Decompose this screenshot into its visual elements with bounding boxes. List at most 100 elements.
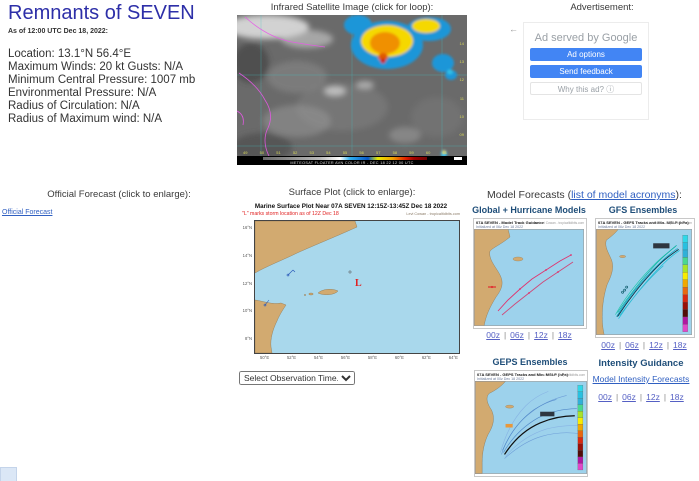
map-init-time: Initialized at 06z Dec 18 2022 <box>476 225 524 229</box>
map-credit: Levi Cowan - tropicaltidbits.com <box>647 221 692 225</box>
y-axis-label: 10°N <box>242 308 252 314</box>
surface-plot-image[interactable]: Marine Surface Plot Near 07A SEVEN 12:15… <box>240 202 462 369</box>
surface-plot-header: Surface Plot (click to enlarge): <box>288 187 416 198</box>
landmass <box>474 229 511 326</box>
surface-plot-note: "L" marks storm location as of 12Z Dec 1… <box>242 211 339 217</box>
time-link[interactable]: 18z <box>663 340 687 350</box>
island <box>505 404 514 409</box>
y-axis-label: 8°N <box>244 336 252 341</box>
intensity-guidance-section: Intensity Guidance Model Intensity Forec… <box>585 358 697 402</box>
gfs-map-time-links: 00z06z12z18z <box>595 340 693 350</box>
lon-label: 58 <box>392 150 398 155</box>
why-this-ad-label: Why this ad? <box>557 85 604 94</box>
time-link[interactable]: 12z <box>524 330 548 340</box>
geps-ensembles-heading: GEPS Ensembles <box>492 357 568 367</box>
intensity-time-links: 00z06z12z18z <box>585 392 697 402</box>
storm-detail-line: Minimum Central Pressure: 1007 mb <box>8 74 196 86</box>
island-socotra <box>317 289 339 295</box>
map-credit: Levi Cowan - tropicaltidbits.com <box>540 373 585 377</box>
send-feedback-button[interactable]: Send feedback <box>530 65 642 78</box>
global-hurricane-heading: Global + Hurricane Models <box>472 205 586 215</box>
official-forecast-section: Official Forecast (click to enlarge): Of… <box>0 189 238 216</box>
ad-options-button[interactable]: Ad options <box>530 48 642 61</box>
satellite-lat-labels: 14 13 12 11 10 09 <box>460 41 464 137</box>
time-link[interactable]: 18z <box>548 330 572 340</box>
geps-ensembles-map[interactable]: 07A SEVEN - GEPS Tracks and Min. MSLP (h… <box>474 370 588 477</box>
ad-collapse-arrow-icon[interactable]: ← <box>509 24 518 34</box>
landmass <box>255 221 358 353</box>
lon-label: 54 <box>326 150 331 155</box>
gfs-ensembles-heading: GFS Ensembles <box>608 205 678 215</box>
station-plots <box>263 269 296 307</box>
model-track-guidance-map[interactable]: 07A SEVEN - Model Track Guidance Initial… <box>473 218 587 329</box>
satellite-caption-bar: METEOSAT FLOATER AVN COLOR IR - DEC 18 2… <box>237 156 467 165</box>
surface-map-graphic <box>255 221 459 353</box>
x-axis-label: 58°E <box>367 355 378 360</box>
time-link[interactable]: 12z <box>639 340 663 350</box>
x-axis-label: 62°E <box>421 355 431 360</box>
lon-label: 49 <box>243 150 248 155</box>
gfs-ensembles-map[interactable]: 07A SEVEN - GEFS Tracks and Min. MSLP (h… <box>595 218 695 338</box>
map-init-time: Initialized at 06z Dec 18 2022 <box>598 225 646 229</box>
model-forecasts-section: Model Forecasts (list of model acronyms)… <box>470 189 699 350</box>
lon-label: 52 <box>292 150 298 155</box>
satellite-image[interactable]: 14 13 12 11 10 09 49 50 51 52 53 54 55 56 57 58 59 60 61 … <box>237 15 467 165</box>
ad-served-by: Ad served by Google <box>534 32 638 44</box>
official-forecast-header: Official Forecast (click to enlarge): <box>47 189 191 200</box>
intensity-guidance-heading: Intensity Guidance <box>598 358 684 369</box>
y-axis-label: 12°N <box>242 280 252 286</box>
lon-label: 57 <box>376 150 381 155</box>
storm-details: Location: 13.1°N 56.4°E Maximum Winds: 20… <box>8 48 236 126</box>
ad-container: ← Ad served by Google Ad options Send fe… <box>509 22 649 120</box>
x-axis-label: 64°E <box>448 355 458 360</box>
ship-observation <box>348 270 352 274</box>
surface-y-axis-labels: 16°N 14°N 12°N 10°N 8°N <box>240 225 252 341</box>
model-acronyms-link[interactable]: list of model acronyms <box>571 189 676 201</box>
lon-label: 56 <box>359 150 364 155</box>
satellite-lon-labels: 49 50 51 52 53 54 55 56 57 58 59 60 61 <box>243 150 447 155</box>
official-forecast-link[interactable]: Official Forecast <box>2 209 53 216</box>
track-map-time-links: 00z06z12z18z <box>473 330 585 340</box>
convection-blob <box>344 15 457 158</box>
time-link[interactable]: 00z <box>486 330 500 340</box>
storm-detail-line: Radius of Maximum wind: N/A <box>8 113 163 125</box>
storm-detail-line: Location: 13.1°N 56.4°E <box>8 48 132 60</box>
storm-summary: Remnants of SEVEN As of 12:00 UTC Dec 18… <box>8 2 236 126</box>
observation-time-select[interactable]: Select Observation Time... <box>239 371 355 385</box>
info-icon: ⓘ <box>606 85 615 94</box>
surface-x-axis-labels: 50°E 52°E 54°E 56°E 58°E 60°E 62°E 64°E <box>254 355 458 360</box>
time-link[interactable]: 18z <box>660 392 684 402</box>
satellite-header: Infrared Satellite Image (click for loop… <box>270 2 434 13</box>
storm-location-marker: L <box>354 277 362 289</box>
time-link[interactable]: 06z <box>500 330 524 340</box>
time-link[interactable]: 06z <box>612 392 636 402</box>
map-title: 07A SEVEN - GEPS Tracks and Min. MSLP (h… <box>477 372 568 377</box>
model-forecasts-header: Model Forecasts (list of model acronyms)… <box>470 189 699 201</box>
map-title: 07A SEVEN - GEFS Tracks and Min. MSLP (h… <box>598 220 689 225</box>
x-axis-label: 60°E <box>394 355 404 360</box>
gfs-map-graphic <box>596 229 692 335</box>
lon-label: 55 <box>342 150 348 155</box>
time-link[interactable]: 00z <box>601 340 615 350</box>
ad-header: Advertisement: <box>570 2 634 13</box>
time-link[interactable]: 12z <box>636 392 660 402</box>
time-link[interactable]: 00z <box>598 392 612 402</box>
ir-scale-end-chip <box>454 157 462 160</box>
storm-detail-line: Environmental Pressure: N/A <box>8 87 157 99</box>
time-link[interactable]: 06z <box>615 340 639 350</box>
lat-label: 10 <box>459 113 464 119</box>
geps-map-graphic <box>475 381 587 474</box>
page-title: Remnants of SEVEN <box>8 2 195 24</box>
landmass <box>475 381 506 474</box>
model-intensity-forecasts-link[interactable]: Model Intensity Forecasts <box>592 374 690 384</box>
storm-detail-line: Maximum Winds: 20 kt Gusts: N/A <box>8 61 184 73</box>
storm-name-tag <box>540 411 555 417</box>
map-credit: Levi Cowan - tropicaltidbits.com <box>539 221 584 225</box>
surface-map: L <box>254 220 460 354</box>
x-axis-label: 50°E <box>260 355 270 360</box>
lat-label: 12 <box>459 77 464 83</box>
why-this-ad-button[interactable]: Why this ad? ⓘ <box>530 82 642 95</box>
island <box>512 256 524 262</box>
ir-color-scale <box>263 157 427 160</box>
